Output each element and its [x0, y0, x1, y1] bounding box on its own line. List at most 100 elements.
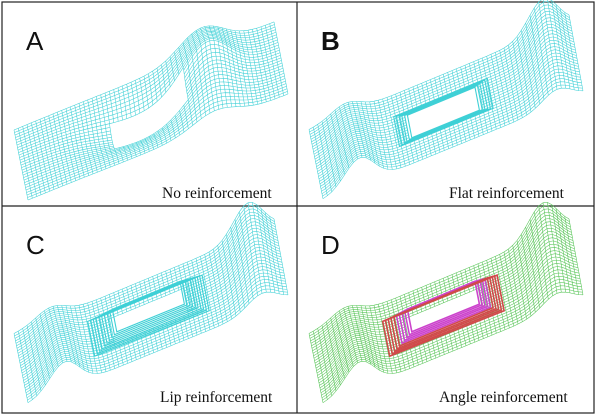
mesh-line — [547, 0, 562, 89]
mesh-line — [334, 110, 350, 169]
mesh-line — [352, 305, 367, 362]
mesh-line — [542, 0, 558, 90]
mesh-line — [393, 77, 494, 148]
mesh-line — [18, 331, 33, 400]
mesh-line — [369, 305, 384, 373]
mesh-line — [117, 87, 133, 159]
mesh-line — [343, 103, 358, 159]
mesh-line — [13, 333, 29, 403]
mesh-line — [477, 263, 493, 336]
mesh-line — [87, 274, 210, 357]
mesh-line — [406, 86, 481, 139]
mesh-line — [100, 94, 115, 166]
mesh-line — [330, 113, 345, 175]
mesh-line — [499, 50, 514, 123]
mesh-line — [174, 267, 189, 339]
mesh-line — [447, 72, 462, 144]
mesh-line — [126, 84, 141, 156]
mesh-line — [373, 305, 389, 374]
mesh-line — [564, 216, 579, 295]
mesh-line — [234, 30, 250, 106]
mesh-line — [152, 70, 167, 144]
mesh-line — [512, 41, 527, 116]
mesh-line — [551, 0, 566, 89]
mesh-line — [343, 307, 358, 363]
mesh-line — [360, 101, 376, 164]
mesh-line — [560, 8, 575, 90]
mesh-line — [534, 211, 549, 300]
mesh-line — [22, 126, 37, 197]
mesh-line — [382, 98, 397, 169]
mesh-line — [512, 245, 527, 320]
mesh-line — [161, 272, 176, 344]
mesh-line — [317, 124, 332, 192]
mesh-line — [378, 304, 393, 374]
mesh-line — [356, 101, 371, 161]
mesh-line — [360, 305, 376, 368]
mesh-line — [87, 99, 102, 171]
mesh-line — [165, 270, 180, 343]
mesh-line — [39, 119, 55, 190]
mesh-line — [516, 36, 532, 113]
mesh-line — [529, 15, 545, 100]
mesh-line — [195, 30, 211, 114]
panel-letter-c: C — [26, 230, 45, 260]
mesh-line — [152, 276, 167, 348]
mesh-line — [339, 310, 354, 367]
mesh-line — [70, 106, 85, 178]
mesh-line — [398, 81, 489, 144]
mesh-line — [213, 25, 228, 108]
mesh-surface-b — [308, 0, 584, 199]
panel-letter-b: B — [321, 26, 340, 56]
mesh-line — [247, 30, 263, 104]
mesh-line — [495, 52, 510, 125]
mesh-line — [538, 205, 553, 296]
mesh-line — [495, 256, 510, 329]
mesh-line — [365, 101, 380, 167]
mesh-line — [373, 101, 389, 170]
mesh-line — [44, 117, 59, 188]
mesh-line — [503, 251, 519, 325]
mesh-line — [31, 122, 46, 194]
mesh-line — [243, 30, 258, 105]
mesh-line — [48, 307, 63, 363]
mesh-line — [269, 23, 284, 96]
mesh-line — [252, 202, 267, 293]
mesh-line — [226, 28, 241, 107]
mesh-line — [200, 256, 215, 329]
mesh-line — [451, 70, 467, 142]
mesh-line — [156, 68, 172, 141]
mesh-line — [404, 90, 419, 162]
mesh-line — [456, 68, 471, 140]
mesh-line — [260, 208, 276, 293]
mesh-line — [430, 79, 445, 151]
mesh-line — [464, 65, 480, 137]
mesh-line — [74, 305, 89, 373]
mesh-line — [87, 302, 102, 373]
mesh-line — [425, 81, 441, 153]
mesh-line — [104, 296, 120, 367]
mesh-line — [434, 77, 449, 149]
mesh-line — [234, 219, 250, 304]
mesh-line — [525, 226, 540, 309]
mesh-line — [226, 234, 241, 313]
panel-d: D Angle reinforcement — [308, 202, 584, 406]
mesh-line — [130, 82, 146, 154]
mesh-line — [356, 305, 371, 365]
mesh-line — [22, 328, 37, 396]
mesh-line — [486, 56, 501, 128]
mesh-line — [57, 112, 72, 183]
mesh-line — [96, 299, 111, 371]
mesh-surface-d — [308, 202, 584, 403]
mesh-line — [339, 106, 354, 163]
mesh-line — [521, 30, 536, 109]
mesh-line — [313, 331, 328, 400]
mesh-line — [65, 305, 81, 368]
mesh-line — [308, 129, 324, 199]
panel-caption-d: Angle reinforcement — [439, 389, 568, 406]
mesh-line — [26, 325, 42, 392]
mesh-line — [308, 333, 324, 403]
mesh-line — [221, 27, 237, 107]
mesh-line — [208, 25, 224, 109]
panel-a: A No reinforcement — [13, 21, 289, 202]
